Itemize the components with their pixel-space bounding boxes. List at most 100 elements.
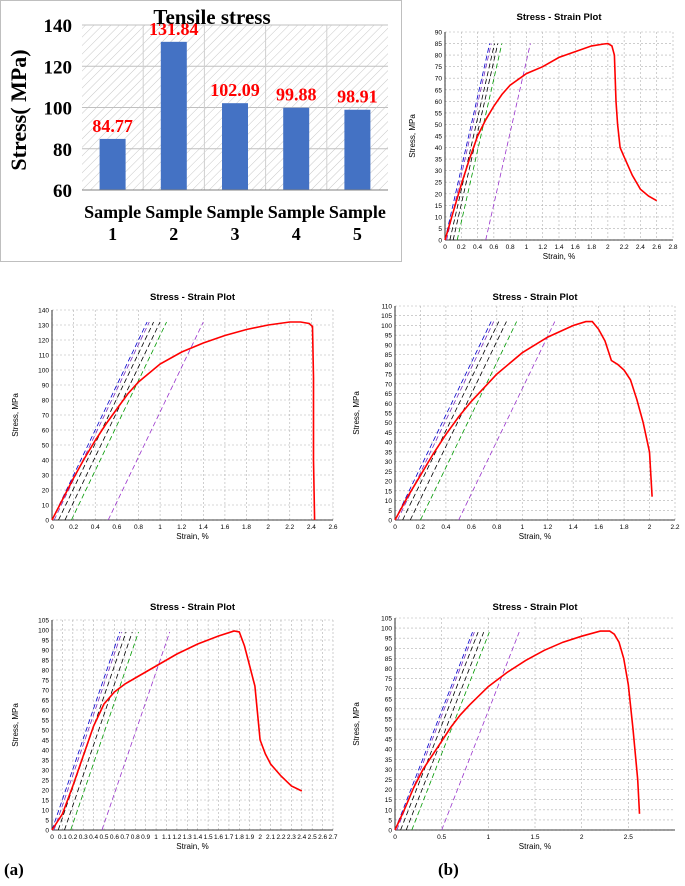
y-tick-label: 55	[42, 718, 50, 725]
stress-strain-curve	[51, 630, 303, 831]
plot-title: Stress - Strain Plot	[150, 292, 236, 303]
bar	[222, 103, 248, 190]
x-tick-label: 1.6	[594, 524, 603, 531]
y-tick-label: 35	[385, 449, 393, 456]
y-tick-label: 35	[42, 758, 50, 765]
x-tick-label: 1.2	[172, 834, 181, 841]
x-tick-label: 0	[443, 244, 447, 251]
x-tick-label: 2.1	[266, 834, 275, 841]
x-tick-label: 1.5	[530, 834, 539, 841]
plot-title: Stress - Strain Plot	[517, 12, 603, 23]
y-tick-label: 15	[42, 798, 50, 805]
x-axis-title: Strain, %	[543, 252, 575, 261]
offset-line	[405, 631, 485, 831]
x-tick-label: 1.2	[177, 524, 186, 531]
x-tick-label: 2	[648, 524, 652, 531]
x-tick-label: 1	[154, 834, 158, 841]
stress-strain-curve	[394, 320, 653, 521]
stress-strain-curve	[394, 630, 641, 831]
x-tick-label: 2.4	[636, 244, 645, 251]
y-tick-label: 40	[385, 440, 393, 447]
y-tick-label: 105	[381, 313, 392, 320]
y-tick-label: 25	[42, 778, 50, 785]
y-tick-label: 65	[385, 696, 393, 703]
x-tick-label: 2.3	[287, 834, 296, 841]
x-category-label: Sample	[268, 202, 325, 222]
y-tick-label: 45	[385, 737, 393, 744]
y-tick-label: 65	[435, 87, 443, 94]
x-category-label: 5	[353, 224, 362, 244]
x-axis-title: Strain, %	[519, 842, 551, 851]
y-tick-label: 90	[435, 30, 443, 37]
offset-line	[394, 631, 473, 831]
y-tick-label: 20	[385, 479, 393, 486]
y-tick-label: 40	[42, 458, 50, 465]
x-category-label: 2	[169, 224, 178, 244]
stress-strain-curve	[51, 321, 316, 521]
bar-value-label: 102.09	[210, 80, 260, 100]
y-tick-label: 40	[42, 748, 50, 755]
stress-strain-plot-3: Stress - Strain Plot 0 5 10 15 20 25 30 35 40 45 50…	[345, 288, 685, 550]
y-tick-label: 85	[42, 658, 50, 665]
y-tick-label: 30	[42, 473, 50, 480]
x-category-label: Sample	[84, 202, 141, 222]
y-tick-label: 30	[42, 768, 50, 775]
x-tick-label: 2.2	[620, 244, 629, 251]
offset-line	[51, 321, 148, 521]
y-tick-label: 60	[42, 428, 50, 435]
y-tick-label: 10	[385, 498, 393, 505]
offset-line	[51, 631, 121, 831]
y-tick-label: 45	[385, 430, 393, 437]
x-tick-label: 0	[50, 834, 54, 841]
x-tick-label: 0.3	[79, 834, 88, 841]
x-tick-label: 1	[158, 524, 162, 531]
stress-strain-curve	[444, 42, 658, 241]
x-tick-label: 0.8	[131, 834, 140, 841]
bar	[99, 138, 126, 190]
y-tick-label: 60	[53, 181, 72, 202]
x-axis-title: Strain, %	[519, 532, 551, 541]
y-tick-label: 60	[435, 99, 443, 106]
y-tick-label: 95	[385, 333, 393, 340]
x-tick-label: 2.5	[624, 834, 633, 841]
y-tick-label: 80	[435, 53, 443, 60]
x-tick-label: 2	[258, 834, 262, 841]
y-tick-label: 60	[385, 706, 393, 713]
y-tick-label: 50	[385, 727, 393, 734]
x-tick-label: 0.9	[141, 834, 150, 841]
y-tick-label: 35	[385, 757, 393, 764]
x-tick-label: 0.4	[473, 244, 482, 251]
offset-line	[411, 631, 490, 831]
y-axis-title: Stress, MPa	[11, 703, 20, 747]
stress-strain-plot-1: Stress - Strain Plot 0 5 10 15 20 25 30 35 40 45 50…	[403, 8, 685, 270]
y-tick-label: 95	[385, 636, 393, 643]
y-tick-label: 110	[382, 304, 393, 311]
y-tick-label: 20	[435, 191, 443, 198]
y-tick-label: 100	[381, 323, 392, 330]
offset-line	[456, 43, 503, 241]
y-axis-title: Stress( MPa)	[6, 49, 31, 170]
y-tick-label: 35	[435, 157, 443, 164]
x-tick-label: 1.6	[214, 834, 223, 841]
x-tick-label: 2.4	[307, 524, 316, 531]
y-tick-label: 25	[385, 777, 393, 784]
x-tick-label: 0.6	[112, 524, 121, 531]
offset-line	[70, 631, 139, 831]
y-tick-label: 75	[385, 676, 393, 683]
x-axis-title: Strain, %	[176, 532, 208, 541]
x-tick-label: 0.2	[68, 834, 77, 841]
y-tick-label: 90	[42, 383, 50, 390]
x-axis-title: Strain, %	[176, 842, 208, 851]
x-category-label: Sample	[145, 202, 202, 222]
x-tick-label: 2.6	[318, 834, 327, 841]
x-tick-label: 1.4	[199, 524, 208, 531]
offset-line	[485, 43, 531, 241]
y-tick-label: 20	[42, 488, 50, 495]
x-tick-label: 0.5	[437, 834, 446, 841]
y-tick-label: 45	[42, 738, 50, 745]
y-tick-label: 100	[38, 628, 49, 635]
y-tick-label: 65	[385, 391, 393, 398]
offset-line	[420, 321, 517, 521]
y-tick-label: 70	[42, 688, 50, 695]
y-tick-label: 60	[385, 401, 393, 408]
